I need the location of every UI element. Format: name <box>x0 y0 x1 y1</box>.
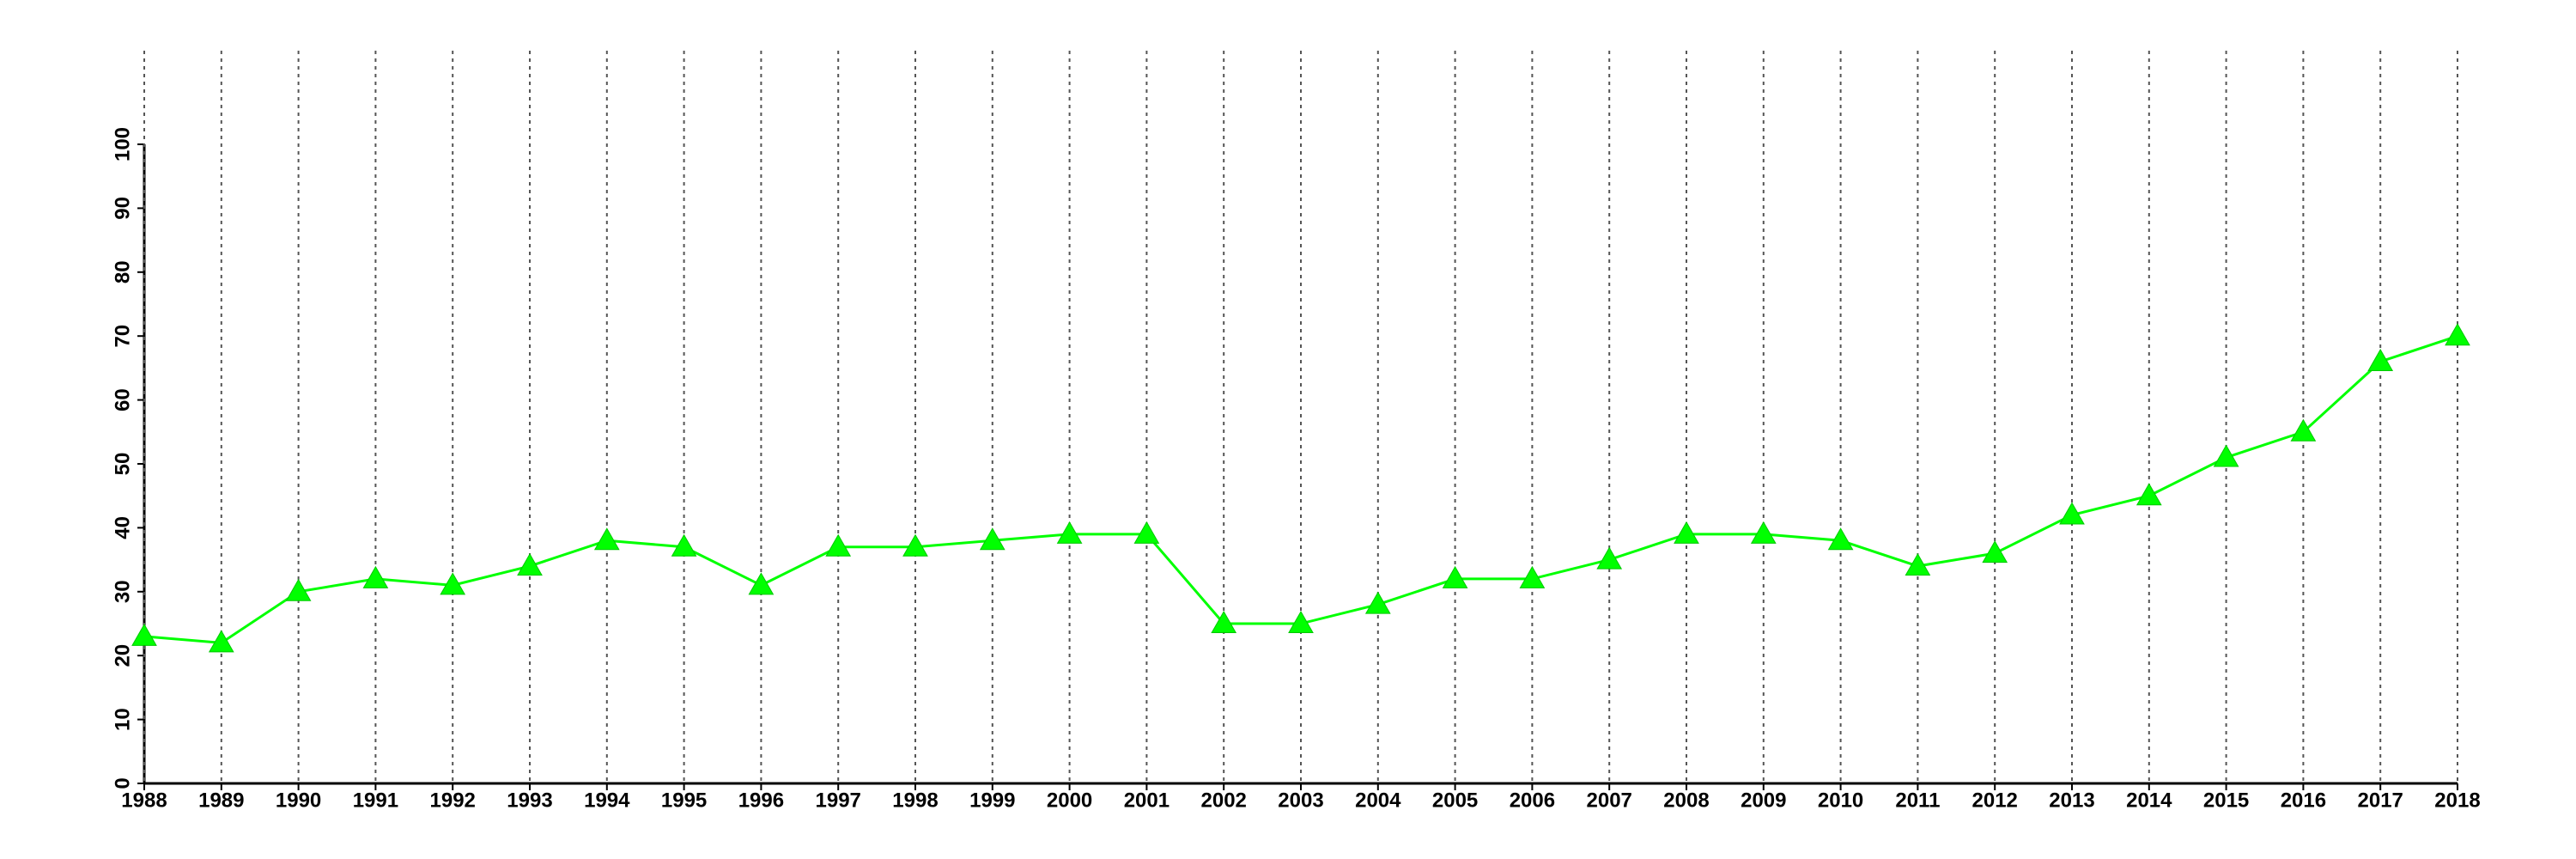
x-tick-label: 2017 <box>2358 789 2403 812</box>
x-tick-label: 1995 <box>661 789 707 812</box>
x-tick-label: 2006 <box>1510 789 1555 812</box>
marker <box>1674 521 1699 544</box>
x-tick-label: 2003 <box>1278 789 1323 812</box>
marker <box>593 527 620 551</box>
x-tick-label: 2010 <box>1818 789 1863 812</box>
x-tick-label: 1997 <box>816 789 861 812</box>
x-tick-label: 1999 <box>969 789 1015 812</box>
x-tick-label: 2018 <box>2434 789 2480 812</box>
x-tick-label: 1998 <box>892 789 938 812</box>
marker <box>1982 540 2008 564</box>
x-tick-label: 2005 <box>1432 789 1478 812</box>
marker <box>1596 546 1623 570</box>
x-tick-label: 2011 <box>1895 789 1940 812</box>
marker <box>1519 565 1546 588</box>
x-tick-label: 2000 <box>1047 789 1092 812</box>
marker <box>1288 610 1314 633</box>
marker <box>748 572 775 595</box>
x-tick-label: 2002 <box>1201 789 1247 812</box>
x-tick-label: 1996 <box>738 789 784 812</box>
marker <box>1442 565 1468 588</box>
marker <box>517 553 543 576</box>
x-tick-label: 1993 <box>507 789 552 812</box>
marker <box>2290 418 2317 442</box>
marker <box>902 533 928 557</box>
x-tick-label: 1990 <box>276 789 321 812</box>
x-tick-label: 1991 <box>353 789 398 812</box>
marker <box>1133 521 1160 544</box>
marker <box>825 533 852 557</box>
x-tick-label: 2013 <box>2049 789 2094 812</box>
marker <box>1905 553 1931 576</box>
x-tick-label: 2016 <box>2281 789 2326 812</box>
y-tick-label: 100 <box>111 127 134 161</box>
x-tick-label: 2007 <box>1587 789 1632 812</box>
x-tick-label: 2012 <box>1972 789 2018 812</box>
y-tick-label: 20 <box>111 644 134 667</box>
x-tick-label: 2015 <box>2203 789 2249 812</box>
marker <box>1364 591 1391 614</box>
x-tick-label: 1989 <box>198 789 244 812</box>
marker <box>285 578 312 601</box>
y-tick-label: 50 <box>111 453 134 476</box>
x-tick-label: 1994 <box>584 789 630 812</box>
y-tick-label: 10 <box>111 708 134 731</box>
x-tick-label: 1988 <box>121 789 167 812</box>
data-line <box>143 334 2458 644</box>
marker <box>131 623 157 646</box>
x-tick-label: 1992 <box>430 789 476 812</box>
x-tick-label: 2008 <box>1663 789 1709 812</box>
y-tick-label: 70 <box>111 325 134 348</box>
marker <box>2213 444 2239 467</box>
marker <box>208 630 234 653</box>
marker <box>2059 502 2085 525</box>
y-tick-label: 30 <box>111 580 134 603</box>
marker <box>979 527 1005 551</box>
marker <box>1056 521 1083 544</box>
x-tick-label: 2001 <box>1124 789 1170 812</box>
marker <box>1211 610 1237 633</box>
y-tick-label: 0 <box>111 777 134 789</box>
marker <box>2367 348 2394 371</box>
marker <box>2136 483 2162 506</box>
y-tick-label: 80 <box>111 260 134 283</box>
marker <box>2445 323 2470 346</box>
x-tick-label: 2014 <box>2126 789 2172 812</box>
marker <box>1750 521 1777 544</box>
x-tick-label: 2009 <box>1741 789 1786 812</box>
x-tick-label: 2004 <box>1355 789 1401 812</box>
y-tick-label: 40 <box>111 516 134 539</box>
marker <box>1827 527 1854 551</box>
y-tick-label: 90 <box>111 197 134 220</box>
y-tick-label: 60 <box>111 388 134 411</box>
marker <box>362 565 389 588</box>
marker <box>440 572 466 595</box>
marker <box>671 533 697 557</box>
